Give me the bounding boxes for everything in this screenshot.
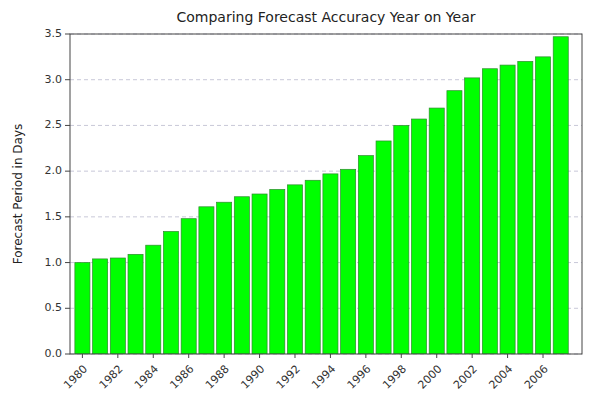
x-tick [472, 354, 473, 358]
x-tick [153, 354, 154, 358]
bar [163, 231, 178, 354]
bar [553, 37, 568, 354]
x-tick [543, 354, 544, 358]
x-tick-label: 1980 [61, 363, 90, 392]
x-tick-label: 1982 [97, 363, 126, 392]
bar [110, 258, 125, 354]
y-tick [65, 34, 70, 35]
bar [341, 169, 356, 354]
x-tick [117, 354, 118, 358]
bar [181, 219, 196, 354]
plot-frame [70, 34, 582, 354]
y-tick-label: 3.5 [45, 27, 63, 40]
bar [217, 202, 232, 354]
y-axis: 0.0 0.5 1.0 1.5 2.0 2.5 3.0 3.5 [45, 27, 71, 360]
bar [146, 245, 161, 354]
title: Comparing Forecast Accuracy Year on Year [177, 9, 476, 25]
y-tick [65, 125, 70, 126]
x-tick-label: 1996 [345, 363, 374, 392]
x-tick-label: 2006 [522, 363, 551, 392]
y-tick [65, 354, 70, 355]
bar [518, 61, 533, 354]
x-tick [224, 354, 225, 358]
chart-svg: 0.0 0.5 1.0 1.5 2.0 2.5 3.0 3.5 1980198219841986… [0, 0, 600, 416]
x-tick-label: 1990 [238, 363, 267, 392]
bar [411, 119, 426, 354]
y-tick [65, 308, 70, 309]
x-tick [330, 354, 331, 358]
y-tick-label: 1.0 [45, 256, 63, 269]
y-tick [65, 171, 70, 172]
x-tick-label: 2004 [486, 363, 515, 392]
x-tick [365, 354, 366, 358]
bar [394, 125, 409, 354]
x-tick [188, 354, 189, 358]
background [0, 0, 600, 416]
y-tick-label: 2.5 [45, 118, 63, 131]
x-tick-label: 2000 [416, 363, 445, 392]
x-tick-label: 1986 [167, 363, 196, 392]
x-tick [436, 354, 437, 358]
bar [429, 108, 444, 354]
bar [270, 189, 285, 354]
y-tick [65, 79, 70, 80]
bar [376, 141, 391, 354]
y-tick-label: 1.5 [45, 210, 63, 223]
bars [75, 37, 568, 354]
bar [234, 197, 249, 354]
x-tick-label: 1984 [132, 363, 161, 392]
bar [465, 78, 480, 354]
y-tick-label: 3.0 [45, 73, 63, 86]
x-tick [401, 354, 402, 358]
x-tick-label: 1992 [274, 363, 303, 392]
x-tick-label: 1998 [380, 363, 409, 392]
bar [358, 156, 373, 354]
x-tick [507, 354, 508, 358]
page: {"chart_data": {"type": "bar", "title": … [0, 0, 600, 416]
x-tick [82, 354, 83, 358]
x-tick-label: 1994 [309, 363, 338, 392]
bar [287, 185, 302, 354]
bar [535, 57, 550, 354]
bar [305, 180, 320, 354]
chart-container: 0.0 0.5 1.0 1.5 2.0 2.5 3.0 3.5 1980198219841986… [0, 0, 600, 416]
x-tick [294, 354, 295, 358]
y-tick [65, 262, 70, 263]
bar [447, 91, 462, 354]
bar [93, 259, 108, 354]
x-tick-label: 1988 [203, 363, 232, 392]
bar [500, 65, 515, 354]
y-tick-label: 2.0 [45, 164, 63, 177]
bar [252, 194, 267, 354]
y-tick-label: 0.0 [45, 347, 63, 360]
bar [75, 263, 90, 354]
y-tick [65, 216, 70, 217]
bar [199, 207, 214, 354]
grid [70, 34, 582, 354]
x-axis: 1980198219841986198819901992199419961998… [61, 354, 551, 392]
y-axis-label: Forecast Period in Days [11, 124, 25, 265]
bar [482, 69, 497, 354]
y-tick-label: 0.5 [45, 301, 63, 314]
bar [128, 254, 143, 354]
bar [323, 174, 338, 354]
x-tick-label: 2002 [451, 363, 480, 392]
x-tick [259, 354, 260, 358]
